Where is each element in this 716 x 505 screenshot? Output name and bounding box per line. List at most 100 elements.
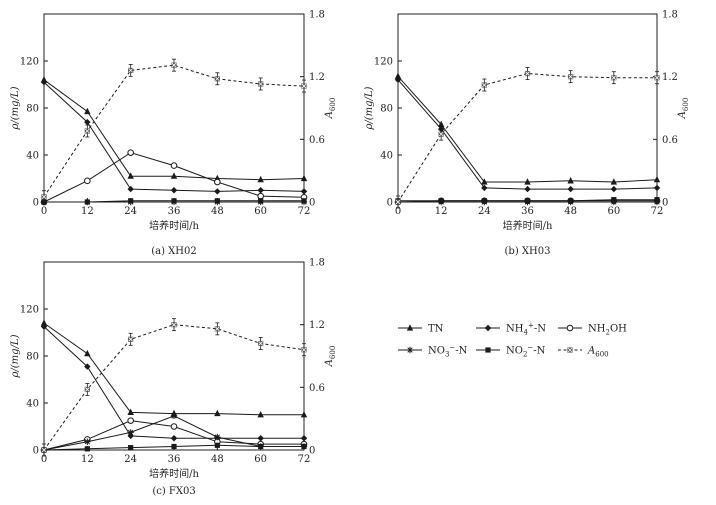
- plot-frame: [43, 261, 305, 451]
- data-point-a600: [438, 131, 444, 137]
- y2-tick-label: 0.6: [309, 135, 325, 146]
- x-tick-label: 72: [651, 206, 664, 217]
- y-tick-label: 40: [26, 399, 39, 410]
- data-point-no2-n: [214, 442, 220, 448]
- y-axis-label: ρ/(mg/L): [364, 86, 375, 130]
- legend-marker-tn: [406, 324, 414, 331]
- data-point-nh4-n: [84, 118, 91, 126]
- data-point-tn: [170, 172, 178, 179]
- series-a600: [395, 67, 660, 209]
- data-point-no2-n: [171, 443, 177, 450]
- y2-tick-label: 0: [662, 198, 668, 209]
- data-point-no2-n: [171, 198, 177, 204]
- y-tick-label: 120: [20, 305, 39, 316]
- data-point-no2-n: [258, 443, 264, 450]
- data-point-nh2oh: [170, 162, 178, 169]
- data-point-no3-n: [84, 438, 91, 445]
- y-axis-label: ρ/(mg/L): [10, 86, 21, 130]
- data-point-nh2oh: [170, 423, 178, 430]
- data-point-tn: [567, 177, 574, 184]
- data-point-no2-n: [301, 198, 307, 204]
- x-tick-label: 36: [168, 206, 181, 217]
- y-tick-label: 120: [20, 57, 39, 68]
- data-point-nh4-n: [300, 188, 308, 195]
- legend-marker-a600: [567, 347, 573, 353]
- data-point-nh2oh: [127, 149, 134, 156]
- series-nh4-n: [40, 78, 308, 195]
- data-point-no2-n: [611, 197, 617, 203]
- y2-axis-label: A600: [324, 98, 337, 120]
- data-point-nh4-n: [524, 185, 531, 193]
- data-point-tn: [481, 178, 488, 185]
- data-point-a600: [481, 82, 487, 88]
- legend-marker-nh2oh: [566, 324, 574, 332]
- x-tick-label: 12: [435, 206, 448, 217]
- data-point-nh4-n: [610, 185, 618, 193]
- data-point-no3-n: [214, 433, 221, 441]
- x-tick-label: 36: [168, 454, 181, 465]
- data-point-no2-n: [258, 198, 264, 204]
- legend: TN NH4+-N NH2OH NO3−-N NO2−-N A600: [398, 322, 627, 359]
- legend-label-a600: A600: [587, 346, 609, 359]
- legend-label-nh4-n: NH4+-N: [506, 322, 546, 337]
- legend-label-nh2oh: NH2OH: [588, 324, 627, 337]
- data-point-no2-n: [214, 198, 220, 204]
- data-point-no2-n: [438, 198, 444, 204]
- data-point-nh2oh: [84, 177, 91, 185]
- x-tick-label: 48: [211, 454, 224, 465]
- data-point-tn: [437, 120, 445, 128]
- data-point-no3-n: [127, 429, 134, 436]
- panel-caption: (b) XH03: [505, 246, 551, 257]
- data-point-tn: [214, 409, 221, 417]
- chart-panel-1: 0 12 24 36 48 60 720408012000.61.21.8培养时间/hρ/(…: [10, 10, 337, 258]
- data-point-a600: [128, 67, 134, 73]
- x-axis-label: 培养时间/h: [149, 467, 199, 480]
- data-point-nh4-n: [127, 185, 134, 193]
- data-point-no2-n: [301, 443, 307, 450]
- data-point-no2-n: [128, 445, 134, 451]
- x-tick-label: 72: [298, 454, 311, 465]
- series-tn: [40, 319, 308, 418]
- panel-caption: (a) XH02: [151, 246, 197, 257]
- x-tick-label: 60: [607, 206, 620, 217]
- series-a600: [41, 58, 307, 204]
- x-axis-label: 培养时间/h: [503, 219, 553, 232]
- data-point-a600: [41, 447, 47, 453]
- series-tn: [394, 72, 661, 185]
- x-tick-label: 24: [124, 206, 137, 217]
- data-point-nh4-n: [300, 435, 308, 442]
- data-point-nh4-n: [214, 188, 221, 195]
- x-tick-label: 60: [254, 454, 267, 465]
- y-tick-label: 80: [26, 352, 39, 363]
- series-nh2oh: [40, 149, 308, 206]
- data-point-tn: [653, 175, 661, 183]
- data-point-nh4-n: [170, 187, 178, 194]
- data-point-a600: [171, 62, 177, 68]
- data-point-nh4-n: [653, 184, 661, 192]
- data-point-no2-n: [654, 197, 660, 203]
- panel-caption: (c) FX03: [152, 486, 195, 497]
- data-point-tn: [524, 178, 531, 185]
- y2-axis-label: A600: [324, 346, 337, 368]
- data-point-tn: [257, 410, 264, 418]
- data-point-nh4-n: [257, 187, 264, 194]
- data-point-tn: [40, 319, 48, 326]
- x-tick-label: 0: [41, 206, 47, 217]
- data-point-tn: [394, 72, 402, 79]
- series-a600: [41, 318, 307, 457]
- data-point-a600: [84, 128, 90, 134]
- series-line-tn: [397, 75, 658, 183]
- y-tick-label: 40: [26, 151, 39, 162]
- data-point-a600: [524, 70, 531, 77]
- data-point-nh4-n: [257, 435, 264, 442]
- data-point-nh2oh: [214, 178, 221, 186]
- y2-axis-label: A600: [677, 98, 690, 120]
- data-point-no2-n: [128, 198, 134, 204]
- chart-panel-3: 0 12 24 36 48 60 720408012000.61.21.8培养时间/hρ/(…: [10, 258, 337, 498]
- data-point-nh4-n: [170, 435, 178, 442]
- data-point-a600: [301, 83, 307, 89]
- x-tick-label: 72: [298, 206, 311, 217]
- y2-tick-label: 0.6: [309, 383, 325, 394]
- y2-tick-label: 0: [309, 446, 315, 457]
